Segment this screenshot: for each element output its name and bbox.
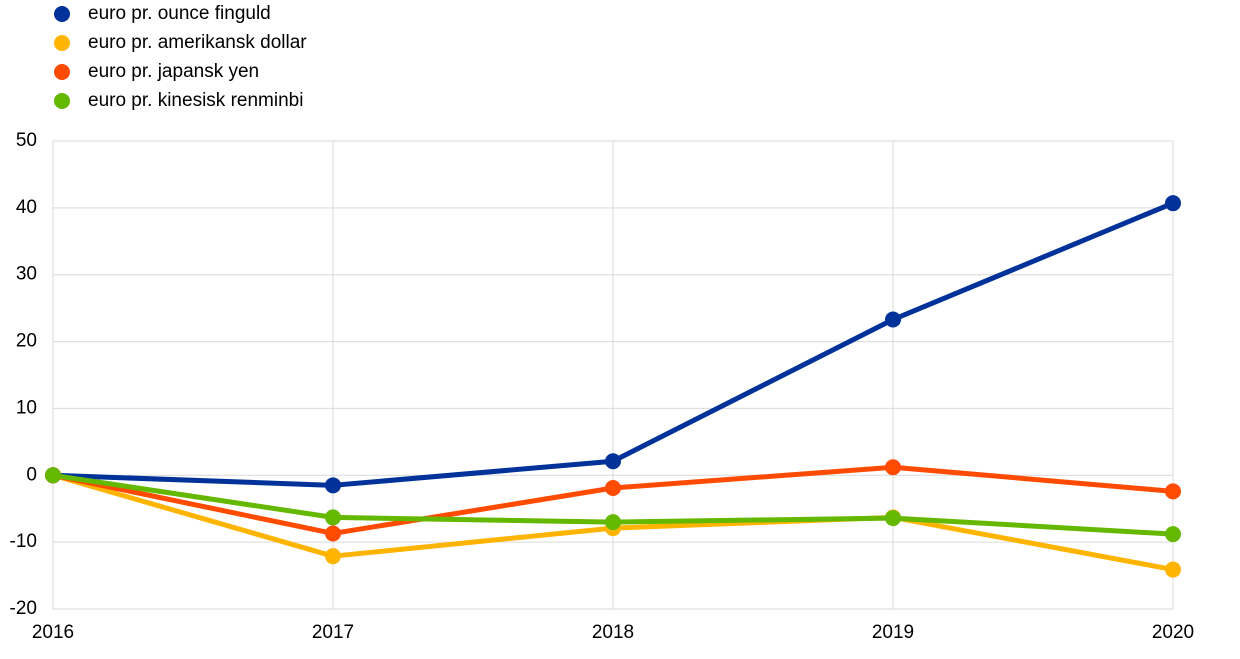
x-tick-label: 2016 <box>32 622 74 643</box>
data-point <box>605 453 621 470</box>
legend-marker <box>54 6 70 22</box>
data-point <box>325 525 341 542</box>
y-tick-label: 0 <box>26 464 37 485</box>
legend-marker <box>54 35 70 51</box>
legend-label: euro pr. amerikansk dollar <box>88 32 307 53</box>
y-tick-label: 30 <box>16 264 37 285</box>
legend-marker <box>54 64 70 80</box>
data-point <box>325 477 341 494</box>
legend-label: euro pr. ounce finguld <box>88 3 271 24</box>
data-point <box>885 311 901 328</box>
data-point <box>605 479 621 496</box>
data-point <box>885 459 901 476</box>
x-tick-label: 2020 <box>1152 622 1194 643</box>
data-point <box>1165 526 1181 543</box>
y-tick-label: 10 <box>16 397 37 418</box>
data-point <box>325 509 341 526</box>
data-point <box>325 548 341 565</box>
data-point <box>1165 561 1181 578</box>
data-point <box>605 514 621 531</box>
legend-marker <box>54 93 70 109</box>
y-tick-label: -10 <box>10 531 37 552</box>
y-tick-label: 40 <box>16 197 37 218</box>
y-tick-label: 50 <box>16 130 37 151</box>
data-point <box>885 510 901 527</box>
data-point <box>45 467 61 484</box>
y-tick-label: -20 <box>10 598 37 619</box>
data-point <box>1165 483 1181 500</box>
legend-label: euro pr. kinesisk renminbi <box>88 90 303 111</box>
legend-label: euro pr. japansk yen <box>88 61 259 82</box>
y-tick-label: 20 <box>16 331 37 352</box>
x-tick-label: 2017 <box>312 622 354 643</box>
data-point <box>1165 195 1181 212</box>
x-tick-label: 2018 <box>592 622 634 643</box>
x-tick-label: 2019 <box>872 622 914 643</box>
